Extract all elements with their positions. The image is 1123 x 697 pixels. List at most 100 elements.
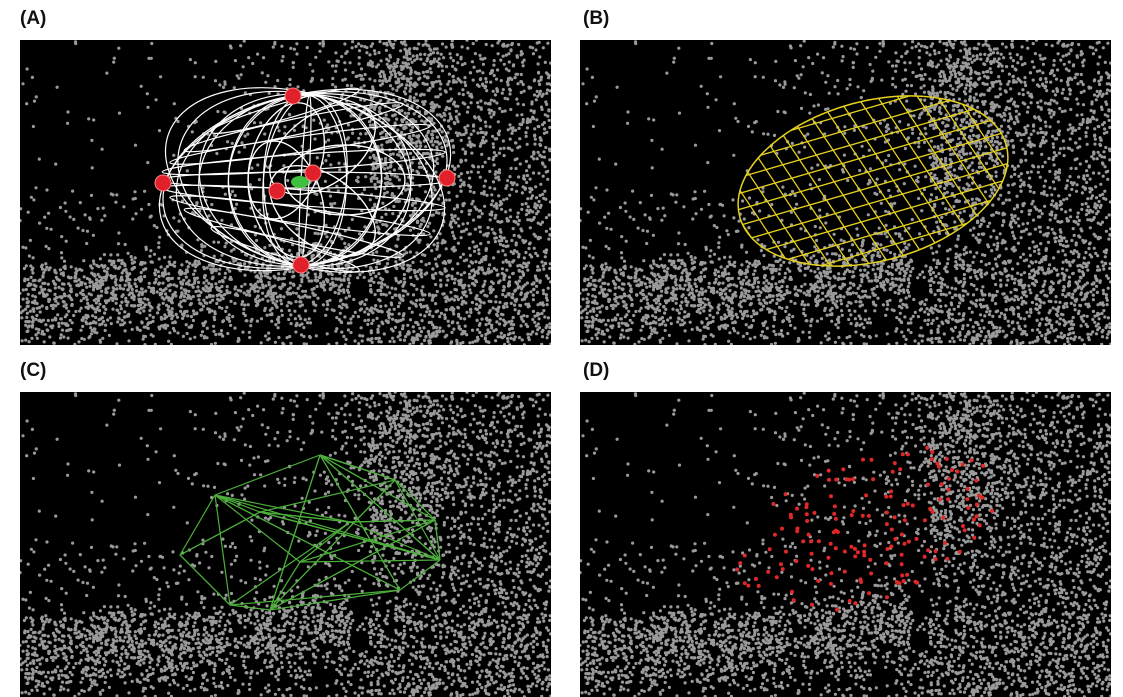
point <box>539 223 542 226</box>
point <box>295 227 298 230</box>
point <box>369 156 372 159</box>
point <box>1001 69 1004 72</box>
point <box>239 44 242 47</box>
point <box>360 326 363 329</box>
point <box>521 338 524 341</box>
point <box>190 315 193 318</box>
point <box>527 247 530 250</box>
point <box>371 176 374 179</box>
point <box>226 291 229 294</box>
point <box>157 270 160 273</box>
point <box>23 267 26 270</box>
point <box>534 48 537 51</box>
point <box>186 270 189 273</box>
point <box>191 264 194 267</box>
point <box>933 79 936 82</box>
point <box>497 306 500 309</box>
point <box>64 210 67 213</box>
point <box>117 267 120 270</box>
point <box>445 247 448 250</box>
point <box>523 59 526 62</box>
point <box>141 301 144 304</box>
point <box>358 334 361 337</box>
point <box>154 269 157 272</box>
point <box>548 119 551 122</box>
point <box>511 42 514 45</box>
point <box>472 79 475 82</box>
point <box>380 340 383 343</box>
point <box>90 293 93 296</box>
point <box>413 96 416 99</box>
point <box>915 75 918 78</box>
point <box>478 331 481 334</box>
point <box>425 263 428 266</box>
point <box>517 175 520 178</box>
point <box>383 192 386 195</box>
point <box>87 307 90 310</box>
point <box>415 299 418 302</box>
point <box>929 284 932 287</box>
point <box>821 71 824 74</box>
point <box>233 86 236 89</box>
point <box>250 318 253 321</box>
point <box>1032 219 1035 222</box>
point <box>405 77 408 80</box>
point <box>402 294 405 297</box>
point <box>516 73 519 76</box>
point <box>377 272 380 275</box>
point <box>412 284 415 287</box>
point <box>457 175 460 178</box>
point <box>521 203 524 206</box>
point <box>497 250 500 253</box>
point <box>176 120 179 123</box>
point <box>450 275 453 278</box>
point <box>155 226 158 229</box>
point <box>830 320 833 323</box>
point <box>523 90 526 93</box>
point <box>352 315 355 318</box>
point <box>453 237 456 240</box>
point <box>409 82 412 85</box>
point <box>923 84 926 87</box>
point <box>290 322 293 325</box>
point <box>481 212 484 215</box>
point <box>501 313 504 316</box>
point <box>360 67 363 70</box>
point <box>925 298 928 301</box>
point <box>534 185 537 188</box>
point <box>232 248 235 251</box>
point <box>911 71 914 74</box>
point <box>1074 76 1077 79</box>
point <box>86 302 89 305</box>
point <box>218 272 221 275</box>
point <box>144 267 147 270</box>
point <box>65 240 68 243</box>
point <box>123 321 126 324</box>
point <box>484 77 487 80</box>
point <box>493 163 496 166</box>
point <box>57 302 60 305</box>
point <box>34 186 37 189</box>
point <box>482 63 485 66</box>
point <box>373 183 376 186</box>
point <box>480 334 483 337</box>
point <box>521 191 524 194</box>
point <box>420 269 423 272</box>
point <box>490 324 493 327</box>
point <box>454 68 457 71</box>
point <box>305 274 308 277</box>
point <box>443 267 446 270</box>
point <box>476 101 479 104</box>
point <box>963 273 966 276</box>
point <box>178 271 181 274</box>
point <box>365 298 368 301</box>
point <box>224 83 227 86</box>
point <box>435 146 438 149</box>
axis-marker <box>293 257 309 273</box>
point <box>627 337 630 340</box>
point <box>443 118 446 121</box>
point <box>95 281 98 284</box>
point <box>409 268 412 271</box>
point <box>461 202 464 205</box>
point <box>455 339 458 342</box>
